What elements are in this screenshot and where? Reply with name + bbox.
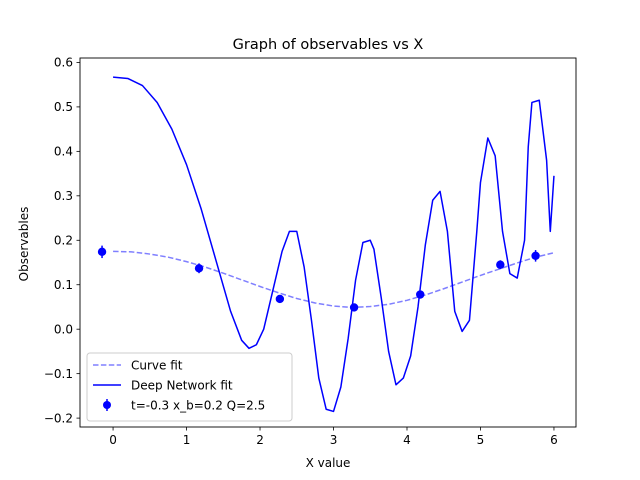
data-point: [416, 290, 425, 299]
series-line-0: [113, 250, 555, 309]
data-point: [496, 260, 505, 269]
y-tick-label: 0.4: [54, 145, 73, 159]
y-tick-label: 0.1: [54, 278, 73, 292]
x-tick-label: 0: [109, 433, 117, 447]
legend-data-label: t=-0.3 x_b=0.2 Q=2.5: [131, 399, 265, 413]
legend: Curve fit Deep Network fit t=-0.3 x_b=0.…: [86, 352, 293, 422]
y-tick-label: 0.2: [54, 234, 73, 248]
x-tick-label: 3: [330, 433, 338, 447]
legend-box: [86, 352, 293, 422]
y-tick-label: 0.3: [54, 189, 73, 203]
data-point: [97, 247, 107, 257]
y-tick-label: 0.0: [54, 322, 73, 336]
x-tick-label: 2: [256, 433, 264, 447]
plot-frame: [79, 57, 577, 428]
y-tick-label: 0.5: [54, 100, 73, 114]
legend-curve-fit-label: Curve fit: [131, 359, 183, 373]
plot-series: [97, 76, 555, 413]
y-tick-label: −0.1: [44, 367, 73, 381]
data-point: [194, 264, 204, 273]
y-tick-label: −0.2: [44, 411, 73, 425]
legend-deep-network-label: Deep Network fit: [131, 379, 233, 393]
chart-title: Graph of observables vs X: [233, 37, 424, 53]
data-point: [531, 251, 540, 261]
x-axis-label: X value: [306, 456, 351, 470]
y-axis-label: Observables: [17, 207, 31, 282]
y-axis-ticks: −0.2 −0.1 0.0 0.1 0.2 0.3 0.4 0.5 0.6: [44, 56, 80, 425]
series-line-1: [113, 76, 555, 413]
x-tick-label: 6: [550, 433, 558, 447]
x-tick-label: 5: [477, 433, 485, 447]
data-point: [349, 303, 359, 312]
y-tick-label: 0.6: [54, 56, 73, 70]
x-axis-ticks: 0 1 2 3 4 5 6: [109, 427, 558, 447]
x-tick-label: 4: [403, 433, 411, 447]
data-point: [275, 294, 285, 304]
legend-data-marker-swatch: [103, 401, 111, 409]
x-tick-label: 1: [183, 433, 191, 447]
